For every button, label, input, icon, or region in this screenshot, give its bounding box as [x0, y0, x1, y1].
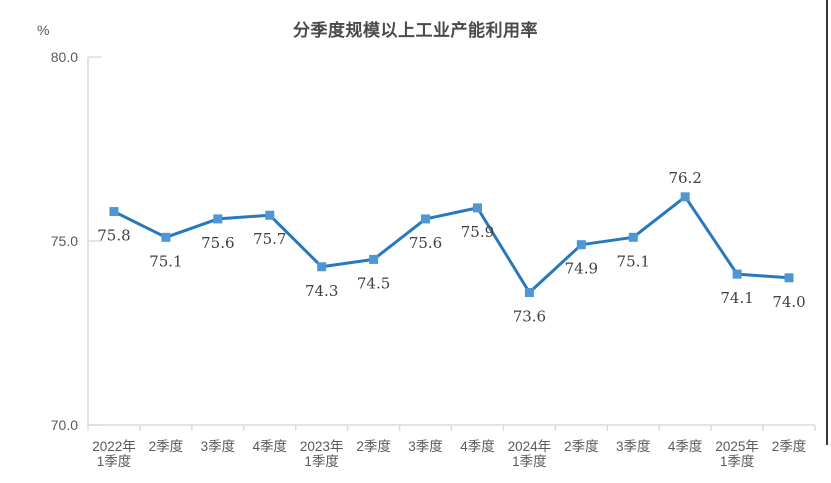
data-point-marker — [161, 232, 171, 242]
data-point-marker — [784, 273, 794, 283]
window-edge-line — [826, 0, 828, 445]
data-point-marker — [524, 288, 534, 298]
chart-title: 分季度规模以上工业产能利用率 — [293, 21, 538, 40]
data-point-label: 74.1 — [720, 289, 753, 307]
data-point-label: 76.2 — [668, 169, 701, 187]
y-tick-label: 75.0 — [51, 233, 78, 249]
y-tick-label: 80.0 — [51, 49, 78, 65]
x-category-label: 4季度 — [460, 439, 495, 454]
y-tick-label: 70.0 — [51, 417, 78, 433]
data-point-label: 74.5 — [357, 274, 390, 292]
x-category-label: 4季度 — [252, 439, 287, 454]
data-point-marker — [732, 269, 742, 279]
y-axis-unit-label: % — [37, 22, 50, 38]
data-point-marker — [421, 214, 431, 224]
data-point-label: 75.8 — [97, 227, 130, 245]
data-point-label: 75.1 — [149, 252, 182, 270]
data-point-marker — [213, 214, 223, 224]
x-category-label: 3季度 — [616, 439, 651, 454]
x-category-label: 2季度 — [356, 439, 391, 454]
x-category-label: 2025年 1季度 — [715, 439, 759, 469]
data-point-marker — [265, 210, 275, 220]
data-point-marker — [472, 203, 482, 213]
data-point-marker — [680, 192, 690, 202]
x-category-label: 4季度 — [668, 439, 703, 454]
data-point-label: 74.0 — [772, 293, 805, 311]
x-category-label: 2023年 1季度 — [300, 439, 344, 469]
data-point-marker — [109, 207, 119, 217]
x-category-label: 2季度 — [564, 439, 599, 454]
x-category-label: 2022年 1季度 — [92, 439, 136, 469]
data-point-marker — [369, 254, 379, 264]
data-point-label: 75.6 — [201, 234, 234, 252]
data-point-marker — [317, 262, 327, 272]
data-point-label: 73.6 — [513, 308, 546, 326]
data-point-marker — [628, 232, 638, 242]
data-point-label: 75.1 — [617, 252, 650, 270]
data-line — [112, 195, 791, 295]
data-point-label: 75.6 — [409, 234, 442, 252]
x-category-label: 2024年 1季度 — [508, 439, 552, 469]
data-point-label: 75.9 — [461, 223, 494, 241]
x-category-label: 2季度 — [149, 439, 184, 454]
data-point-label: 74.3 — [305, 282, 338, 300]
data-point-marker — [576, 240, 586, 250]
data-point-label: 75.7 — [253, 230, 286, 248]
x-category-label: 3季度 — [408, 439, 443, 454]
x-category-label: 2季度 — [772, 439, 807, 454]
data-point-label: 74.9 — [565, 260, 598, 278]
x-category-label: 3季度 — [201, 439, 236, 454]
